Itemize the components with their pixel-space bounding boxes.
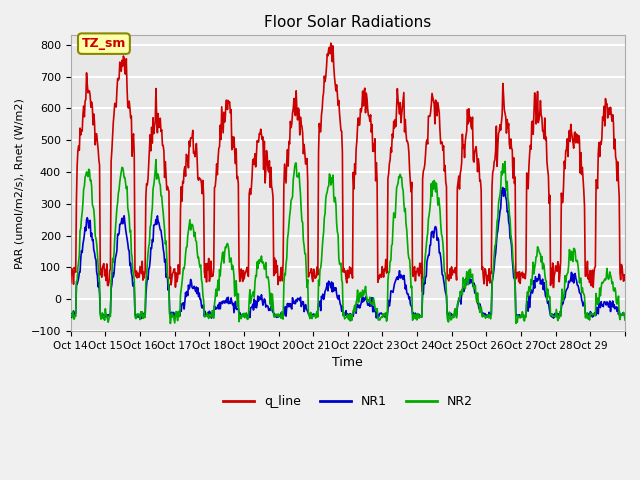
NR2	[406, 268, 414, 274]
NR2	[166, 321, 174, 326]
NR2	[438, 231, 445, 237]
q_line	[67, 280, 74, 286]
q_line	[261, 180, 269, 186]
q_line	[621, 277, 629, 283]
NR1	[138, 316, 145, 322]
Line: NR2: NR2	[70, 160, 625, 324]
q_line	[234, 174, 241, 180]
NR1	[132, 312, 140, 318]
NR2	[236, 319, 243, 324]
NR1	[621, 311, 629, 317]
Line: NR1: NR1	[70, 188, 625, 319]
q_line	[438, 139, 445, 144]
NR1	[234, 305, 242, 311]
NR1	[283, 304, 291, 310]
q_line	[418, 288, 426, 294]
q_line	[406, 168, 413, 174]
Text: TZ_sm: TZ_sm	[82, 37, 126, 50]
NR2	[621, 317, 629, 323]
NR2	[284, 236, 291, 242]
NR2	[132, 316, 140, 322]
NR1	[262, 304, 269, 310]
Y-axis label: PAR (umol/m2/s), Rnet (W/m2): PAR (umol/m2/s), Rnet (W/m2)	[15, 97, 25, 268]
q_line	[132, 273, 140, 279]
Line: q_line: q_line	[70, 43, 625, 291]
q_line	[282, 180, 290, 186]
X-axis label: Time: Time	[332, 356, 364, 369]
Title: Floor Solar Radiations: Floor Solar Radiations	[264, 15, 431, 30]
q_line	[327, 40, 335, 46]
Legend: q_line, NR1, NR2: q_line, NR1, NR2	[218, 390, 478, 413]
NR1	[406, 294, 413, 300]
NR1	[499, 185, 507, 191]
NR2	[67, 312, 74, 317]
NR2	[152, 157, 160, 163]
NR2	[262, 275, 270, 280]
NR1	[437, 254, 445, 260]
NR1	[67, 311, 74, 317]
